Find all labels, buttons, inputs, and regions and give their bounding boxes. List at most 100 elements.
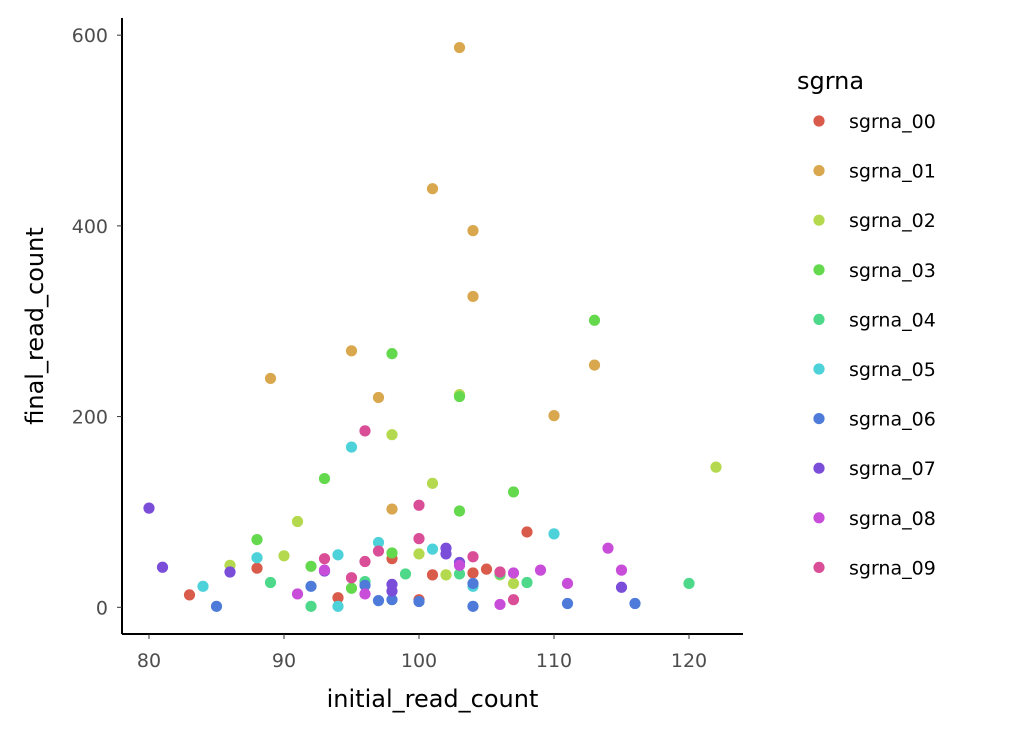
legend-label: sgrna_04 (849, 309, 936, 331)
legend-label: sgrna_02 (849, 210, 936, 232)
x-tick-label: 100 (401, 650, 437, 672)
data-point-sgrna-09 (318, 553, 331, 565)
data-point-sgrna-02 (413, 548, 425, 560)
data-point-sgrna-00 (480, 563, 493, 575)
data-point-sgrna-07 (143, 502, 155, 514)
data-point-sgrna-09 (413, 499, 425, 511)
data-point-sgrna-02 (426, 477, 439, 489)
data-point-sgrna-04 (521, 576, 533, 589)
data-point-sgrna-08 (561, 577, 574, 590)
data-point-sgrna-04 (399, 568, 412, 580)
data-point-sgrna-03 (507, 486, 520, 498)
legend-key-sgrna-09 (813, 561, 825, 574)
data-point-sgrna-04 (264, 576, 277, 589)
data-point-sgrna-07 (615, 581, 628, 593)
data-point-sgrna-06 (305, 580, 317, 592)
data-point-sgrna-08 (534, 564, 547, 576)
data-point-sgrna-00 (251, 562, 263, 574)
y-ticks-layer: 0 200 400 600 (72, 25, 122, 619)
data-point-sgrna-02 (291, 515, 304, 528)
y-tick-label: 400 (72, 216, 108, 238)
legend-label: sgrna_08 (849, 508, 936, 530)
data-point-sgrna-09 (494, 566, 506, 578)
data-point-sgrna-06 (386, 594, 398, 606)
legend-key-sgrna-03 (813, 264, 825, 276)
data-point-sgrna-08 (291, 588, 304, 600)
data-point-sgrna-05 (332, 600, 344, 612)
data-point-sgrna-09 (359, 425, 371, 437)
data-point-sgrna-07 (156, 561, 169, 573)
data-point-sgrna-05 (372, 536, 385, 549)
data-point-sgrna-02 (386, 429, 398, 441)
data-point-sgrna-03 (386, 547, 398, 559)
legend-label: sgrna_00 (849, 111, 936, 133)
data-point-sgrna-04 (683, 577, 695, 590)
x-tick-label: 120 (671, 650, 707, 672)
data-point-sgrna-07 (386, 585, 398, 597)
data-point-sgrna-01 (372, 391, 385, 404)
data-point-sgrna-02 (710, 461, 722, 473)
data-point-sgrna-04 (453, 568, 466, 580)
data-point-sgrna-03 (386, 348, 398, 360)
legend-label: sgrna_07 (849, 458, 936, 480)
data-point-sgrna-07 (440, 548, 452, 560)
data-point-sgrna-03 (345, 582, 358, 594)
data-point-sgrna-06 (629, 597, 641, 610)
data-point-sgrna-03 (318, 472, 331, 485)
data-point-sgrna-05 (426, 543, 439, 555)
data-point-sgrna-09 (413, 533, 425, 545)
data-point-sgrna-01 (426, 183, 439, 195)
data-point-sgrna-01 (386, 503, 398, 515)
legend-label: sgrna_01 (849, 161, 936, 183)
legend-label: sgrna_06 (849, 409, 936, 431)
legend-key-sgrna-02 (813, 214, 825, 226)
legend-key-sgrna-00 (813, 115, 825, 127)
data-point-sgrna-08 (359, 588, 371, 600)
legend-key-sgrna-05 (813, 363, 825, 375)
x-tick-label: 110 (536, 650, 572, 672)
data-point-sgrna-08 (615, 564, 628, 576)
legend: sgrna_00 sgrna_01 sgrna_02 sgrna_03 sgrna_04… (813, 111, 936, 579)
data-point-sgrna-00 (521, 526, 533, 538)
legend-label: sgrna_09 (849, 557, 936, 579)
data-point-sgrna-03 (251, 534, 263, 546)
data-point-sgrna-09 (507, 594, 520, 606)
data-point-sgrna-02 (440, 569, 452, 581)
data-point-sgrna-08 (318, 564, 331, 576)
legend-key-sgrna-04 (813, 313, 825, 325)
data-point-sgrna-05 (251, 552, 263, 564)
data-point-sgrna-08 (494, 598, 506, 611)
data-point-sgrna-06 (210, 600, 223, 612)
data-point-sgrna-06 (467, 600, 479, 612)
x-tick-label: 90 (272, 650, 296, 672)
data-point-sgrna-06 (372, 595, 385, 607)
y-axis-title: final_read_count (21, 227, 49, 424)
legend-label: sgrna_03 (849, 260, 936, 282)
data-point-sgrna-01 (453, 41, 466, 54)
data-point-sgrna-03 (453, 390, 466, 403)
x-axis-title: initial_read_count (327, 685, 539, 713)
data-point-sgrna-08 (507, 567, 520, 579)
data-point-sgrna-08 (453, 559, 466, 571)
legend-key-sgrna-07 (813, 462, 825, 474)
data-point-sgrna-06 (561, 597, 574, 610)
data-point-sgrna-03 (305, 560, 317, 572)
legend-key-sgrna-06 (813, 413, 825, 425)
data-point-sgrna-02 (507, 577, 520, 590)
data-point-sgrna-05 (197, 580, 209, 592)
data-point-sgrna-04 (305, 600, 317, 612)
data-point-sgrna-05 (548, 528, 560, 540)
data-point-sgrna-00 (426, 569, 439, 581)
data-point-sgrna-09 (467, 551, 479, 563)
data-point-sgrna-00 (467, 567, 479, 579)
data-point-sgrna-05 (345, 441, 358, 453)
x-tick-label: 80 (137, 650, 161, 672)
y-tick-label: 600 (72, 25, 108, 47)
data-point-sgrna-01 (345, 345, 358, 357)
data-point-sgrna-01 (264, 372, 277, 385)
legend-key-sgrna-01 (813, 165, 825, 177)
data-point-sgrna-06 (467, 577, 479, 590)
data-point-sgrna-03 (453, 505, 466, 517)
